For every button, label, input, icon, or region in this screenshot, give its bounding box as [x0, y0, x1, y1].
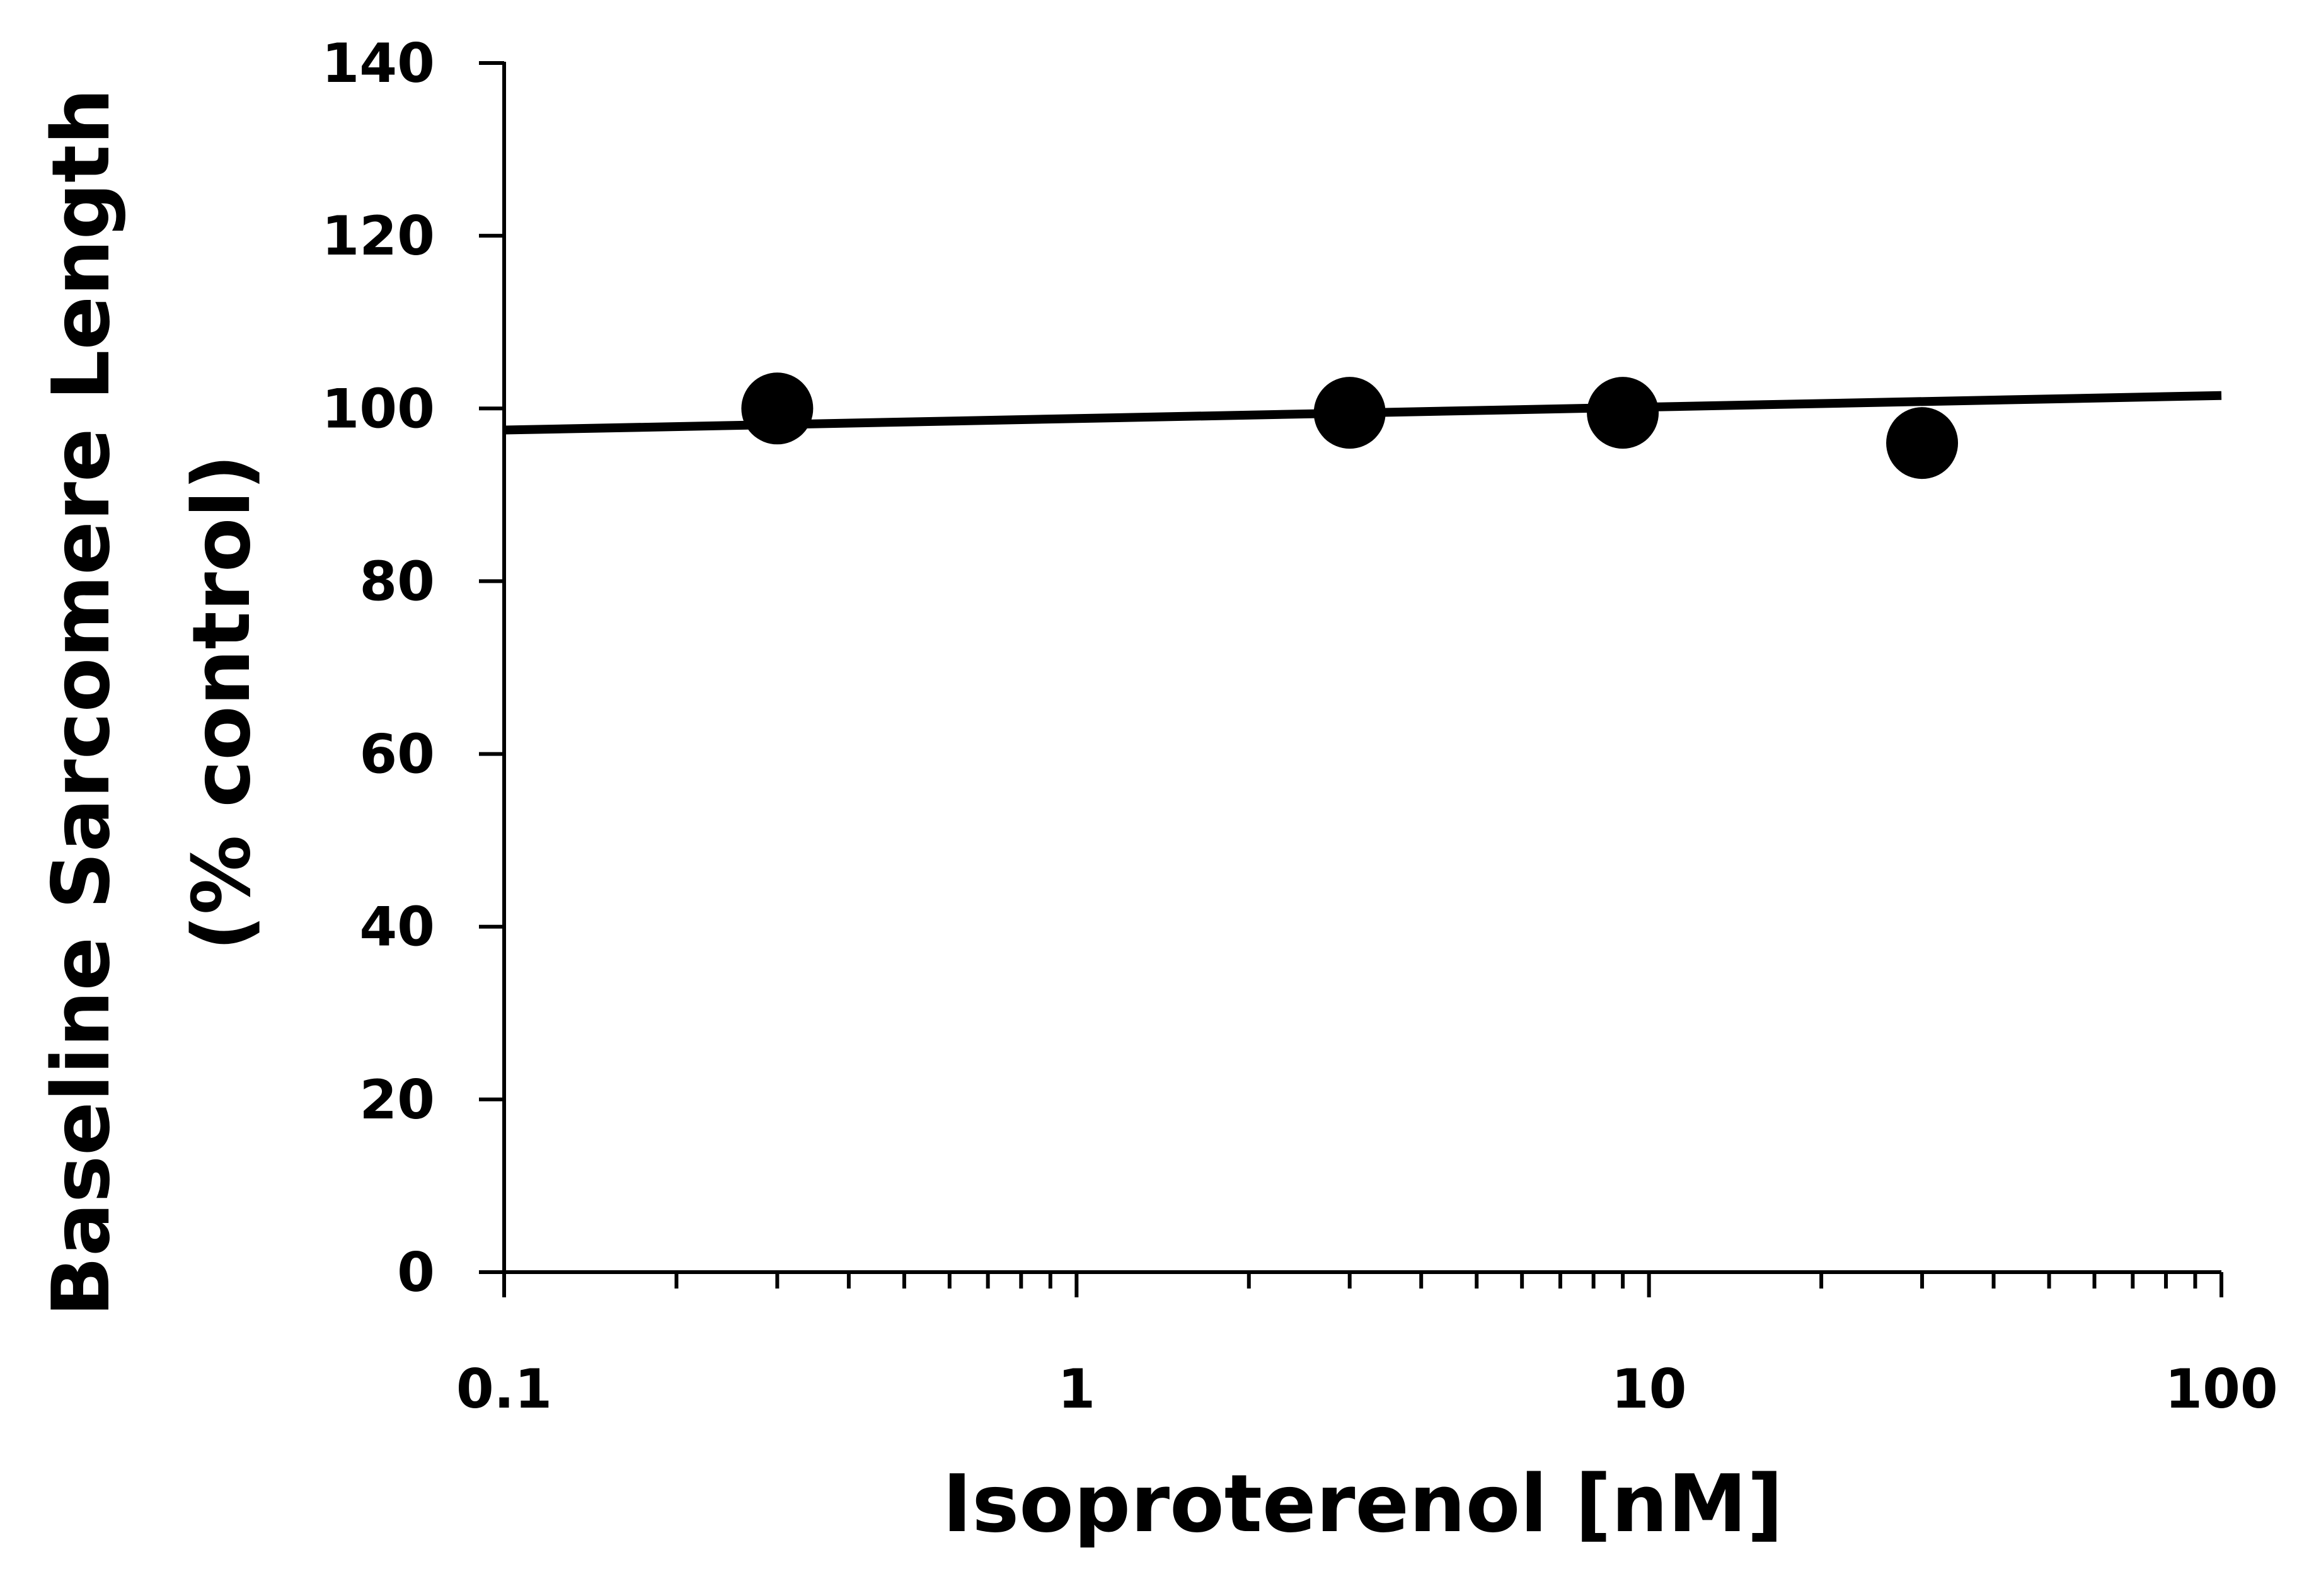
ticks: 0 20 40 60 80 100 120 140 0.1 1 10 100 — [321, 32, 2277, 1421]
y-axis-title-line-2: (% control) — [175, 454, 268, 951]
data-point — [1886, 407, 1959, 479]
y-tick-label: 140 — [321, 32, 435, 95]
y-tick-label: 20 — [359, 1069, 435, 1132]
x-tick-label: 10 — [1611, 1358, 1687, 1421]
axes — [479, 62, 2221, 1274]
y-axis-title-line-1: Baseline Sarcomere Length — [35, 88, 127, 1317]
y-tick-label: 120 — [321, 205, 435, 268]
y-tick-label: 100 — [321, 377, 435, 440]
x-tick-label: 100 — [2165, 1358, 2278, 1421]
data-point — [1313, 377, 1386, 449]
y-tick-label: 0 — [397, 1241, 435, 1304]
x-tick-label: 1 — [1057, 1358, 1095, 1421]
y-tick-label: 60 — [359, 723, 435, 786]
data-point — [1587, 377, 1659, 449]
data-point — [741, 372, 814, 445]
x-axis-title: Isoproterenol [nM] — [942, 1457, 1783, 1550]
y-tick-label: 80 — [359, 550, 435, 613]
y-tick-label: 40 — [359, 896, 435, 959]
x-tick-label: 0.1 — [456, 1358, 552, 1421]
data-points — [741, 372, 1959, 479]
